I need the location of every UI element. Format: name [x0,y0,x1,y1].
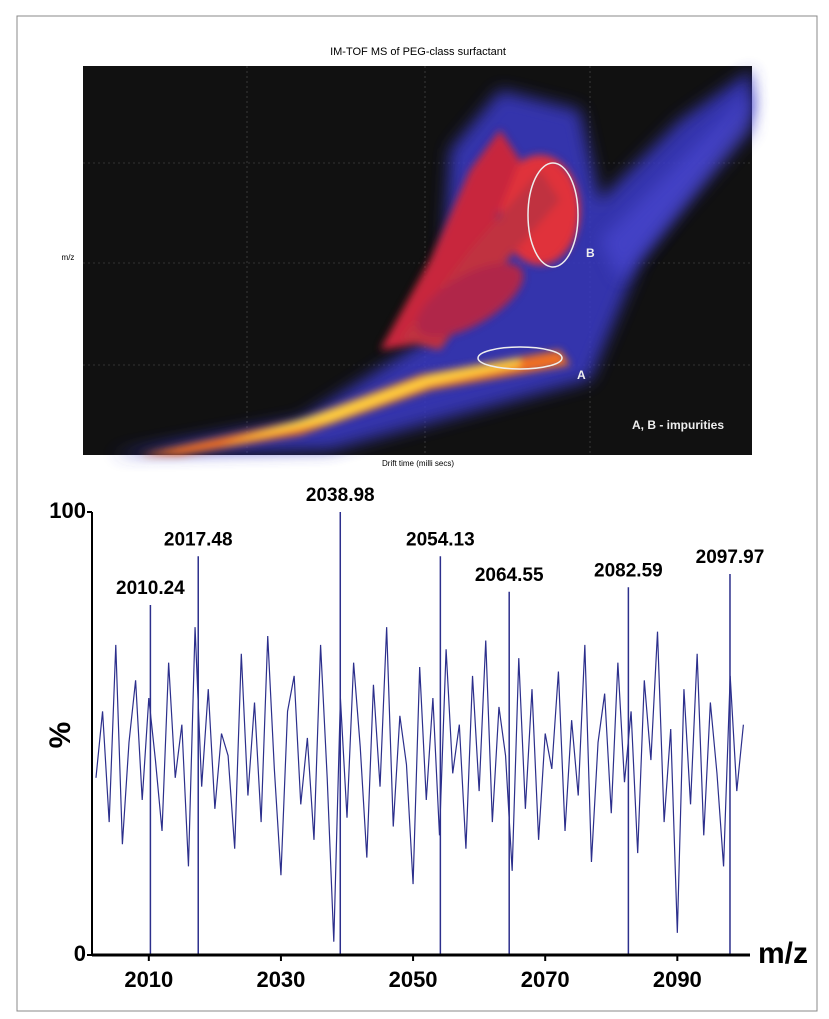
heatmap [83,66,752,455]
y-axis-label: % [44,722,77,749]
x-tick-label: 2030 [256,967,305,992]
spectrum-line [95,627,744,942]
frame [16,15,818,1012]
annotation: A [577,368,586,382]
y-tick-label: 0 [74,941,86,966]
peak-label: 2097.97 [696,547,765,568]
peak-label: 2017.48 [164,529,233,550]
peak-label: 2038.98 [306,485,375,506]
x-tick-label: 2050 [389,967,438,992]
heatmap-y-label: m/z [62,253,75,262]
peak-label: 2064.55 [475,565,544,586]
x-tick-label: 2070 [521,967,570,992]
peak-label: 2010.24 [116,578,185,599]
peak-label: 2054.13 [406,529,475,550]
x-tick-label: 2010 [124,967,173,992]
heatmap-x-label: Drift time (milli secs) [382,459,454,468]
annotation: B [586,246,595,260]
annotation: A, B - impurities [632,418,724,432]
heatmap-title: IM-TOF MS of PEG-class surfactant [330,46,506,58]
peak-label: 2082.59 [594,560,663,581]
x-tick-label: 2090 [653,967,702,992]
x-axis-label: m/z [758,937,808,970]
y-tick-label: 100 [49,498,86,523]
